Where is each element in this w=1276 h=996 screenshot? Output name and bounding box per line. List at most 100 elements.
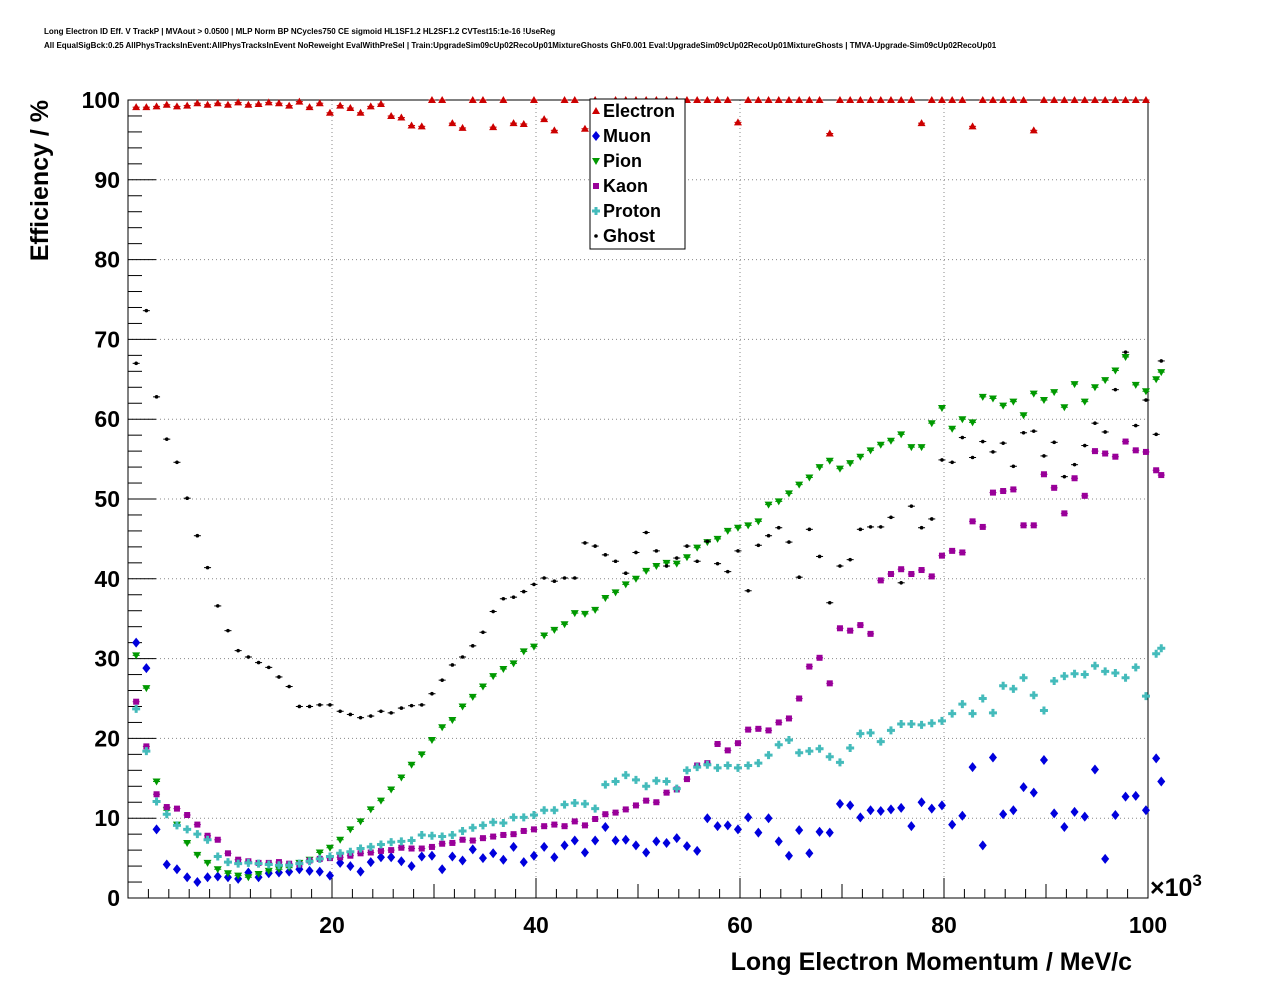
data-point-kaon xyxy=(908,571,915,578)
data-point-ghost xyxy=(470,644,475,648)
data-point-electron xyxy=(519,119,528,127)
data-point-ghost xyxy=(419,703,424,707)
data-point-pion xyxy=(693,544,702,552)
data-point-kaon xyxy=(643,797,650,804)
data-point-proton xyxy=(1111,668,1120,677)
data-point-electron xyxy=(295,97,304,105)
data-point-electron xyxy=(142,103,151,111)
data-point-proton xyxy=(417,830,426,839)
data-point-ghost xyxy=(950,460,954,465)
data-point-muon xyxy=(795,825,804,836)
data-point-muon xyxy=(336,857,345,868)
data-point-ghost xyxy=(827,600,832,605)
data-point-pion xyxy=(621,581,630,589)
data-point-muon xyxy=(886,804,895,815)
data-point-electron xyxy=(366,102,375,110)
data-point-pion xyxy=(713,535,722,543)
data-point-pion xyxy=(937,405,946,413)
data-point-kaon xyxy=(836,625,843,632)
data-point-proton xyxy=(795,748,804,757)
data-point-electron xyxy=(489,123,498,131)
data-point-kaon xyxy=(1020,522,1027,529)
data-point-pion xyxy=(988,395,997,403)
data-point-electron xyxy=(1070,96,1079,103)
data-point-muon xyxy=(631,840,640,851)
data-point-muon xyxy=(132,637,141,648)
data-point-pion xyxy=(580,610,589,618)
data-point-kaon xyxy=(1030,522,1037,529)
data-point-ghost xyxy=(277,675,281,679)
data-point-muon xyxy=(1029,787,1038,798)
data-point-muon xyxy=(1121,791,1130,802)
data-point-kaon xyxy=(1061,510,1068,517)
data-point-muon xyxy=(764,813,773,824)
data-point-ghost xyxy=(838,564,842,568)
data-point-muon xyxy=(1157,776,1166,787)
data-point-electron xyxy=(397,113,406,121)
data-point-muon xyxy=(448,851,457,862)
data-point-proton xyxy=(438,832,447,841)
data-point-ghost xyxy=(542,576,546,580)
data-point-kaon xyxy=(153,791,160,798)
data-point-ghost xyxy=(766,533,771,538)
data-point-kaon xyxy=(1158,472,1165,479)
legend-label-ghost: Ghost xyxy=(603,226,655,246)
data-point-pion xyxy=(376,797,385,805)
data-point-ghost xyxy=(246,655,251,659)
data-point-muon xyxy=(1080,811,1089,822)
data-point-kaon xyxy=(439,840,446,847)
data-point-proton xyxy=(897,720,906,729)
data-point-muon xyxy=(183,872,192,883)
header-line-2: All EqualSigBck:0.25 AllPhysTracksInEven… xyxy=(44,41,997,50)
data-point-proton xyxy=(529,811,538,820)
data-point-proton xyxy=(570,799,579,808)
data-point-pion xyxy=(489,673,498,681)
data-point-ghost xyxy=(889,515,893,520)
data-point-proton xyxy=(427,831,436,840)
data-point-kaon xyxy=(1051,484,1058,491)
data-point-proton xyxy=(631,775,640,784)
legend: Electron Muon Pion Kaon Proton Ghost xyxy=(589,98,686,250)
data-point-ghost xyxy=(787,540,791,544)
data-point-kaon xyxy=(796,695,803,702)
data-point-kaon xyxy=(622,806,629,813)
data-point-kaon xyxy=(1153,467,1160,474)
data-point-muon xyxy=(723,820,732,831)
data-point-proton xyxy=(387,838,396,847)
data-point-electron xyxy=(856,96,865,103)
data-point-muon xyxy=(570,835,579,846)
data-point-kaon xyxy=(653,799,660,806)
data-point-proton xyxy=(703,760,712,769)
data-point-electron xyxy=(1101,96,1110,103)
data-point-pion xyxy=(366,806,375,814)
data-point-kaon xyxy=(173,805,180,812)
data-point-kaon xyxy=(887,571,894,578)
data-point-ghost xyxy=(583,541,587,545)
data-point-pion xyxy=(917,444,926,452)
data-point-muon xyxy=(1101,853,1110,864)
data-point-proton xyxy=(805,747,814,756)
data-point-muon xyxy=(968,762,977,773)
data-point-pion xyxy=(672,560,681,568)
data-point-muon xyxy=(693,845,702,856)
data-point-pion xyxy=(427,736,436,744)
y-tick-label: 20 xyxy=(94,725,120,751)
data-point-ghost xyxy=(460,655,465,659)
data-point-electron xyxy=(1141,96,1150,103)
legend-label-electron: Electron xyxy=(603,101,675,121)
data-point-kaon xyxy=(449,839,456,846)
data-point-proton xyxy=(458,826,467,835)
data-point-ghost xyxy=(736,549,740,553)
data-point-ghost xyxy=(552,579,557,583)
legend-marker-ghost xyxy=(594,234,598,238)
y-tick-label: 90 xyxy=(94,167,120,193)
data-point-proton xyxy=(468,823,477,832)
data-point-ghost xyxy=(1072,462,1077,467)
data-point-ghost xyxy=(909,504,914,508)
legend-item-pion: Pion xyxy=(592,151,642,171)
data-point-proton xyxy=(397,837,406,846)
data-point-electron xyxy=(795,96,804,103)
data-point-muon xyxy=(193,877,202,888)
data-point-muon xyxy=(1009,805,1018,816)
data-point-muon xyxy=(1039,754,1048,765)
